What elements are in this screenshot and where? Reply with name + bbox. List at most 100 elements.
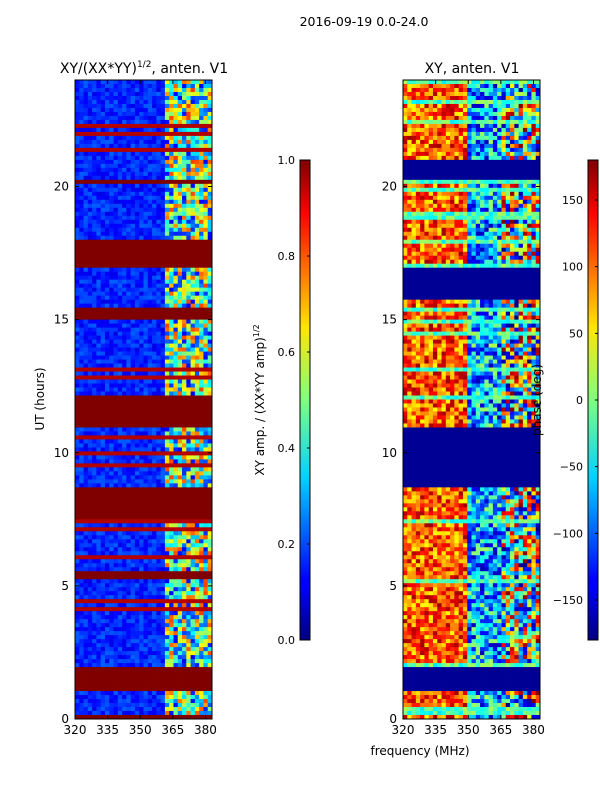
heatmap-cell	[152, 195, 157, 201]
heatmap-cell	[199, 115, 204, 121]
heatmap-cell	[126, 207, 132, 213]
heatmap-cell	[203, 475, 209, 480]
heatmap-cell	[182, 171, 187, 177]
heatmap-cell	[203, 375, 209, 380]
heatmap-cell	[169, 139, 174, 145]
heatmap-cell	[139, 403, 144, 408]
heatmap-cell	[194, 467, 200, 472]
heatmap-cell	[186, 411, 191, 416]
heatmap-cell	[156, 387, 162, 392]
heatmap-cell	[122, 175, 127, 181]
heatmap-cell	[190, 499, 196, 504]
heatmap-cell	[169, 167, 174, 173]
heatmap-cell	[152, 87, 157, 93]
heatmap-cell	[143, 255, 149, 261]
heatmap-cell	[100, 80, 106, 85]
heatmap-cell	[96, 80, 102, 85]
heatmap-cell	[147, 99, 153, 105]
heatmap-cell	[113, 87, 119, 93]
heatmap-cell	[203, 579, 209, 584]
heatmap-cell	[87, 275, 93, 281]
heatmap-cell	[164, 379, 170, 384]
heatmap-cell	[130, 339, 136, 344]
heatmap-cell	[75, 371, 80, 376]
heatmap-cell	[96, 539, 102, 544]
heatmap-cell	[104, 343, 110, 348]
heatmap-cell	[117, 663, 123, 668]
heatmap-cell	[109, 699, 114, 704]
heatmap-cell	[164, 483, 170, 488]
heatmap-cell	[126, 395, 132, 400]
heatmap-cell	[96, 467, 102, 472]
heatmap-cell	[126, 467, 132, 472]
heatmap-cell	[104, 287, 110, 293]
heatmap-cell	[194, 115, 200, 121]
heatmap-cell	[169, 379, 174, 384]
heatmap-cell	[104, 451, 110, 456]
heatmap-cell	[79, 183, 84, 189]
heatmap-cell	[109, 563, 114, 568]
heatmap-cell	[104, 691, 110, 696]
heatmap-cell	[139, 187, 144, 193]
heatmap-cell	[194, 239, 200, 245]
heatmap-cell	[134, 683, 140, 688]
heatmap-cell	[126, 351, 132, 356]
heatmap-cell	[160, 467, 166, 472]
heatmap-cell	[100, 223, 106, 229]
heatmap-cell	[87, 667, 93, 672]
heatmap-cell	[87, 411, 93, 416]
heatmap-cell	[79, 611, 84, 616]
heatmap-cell	[130, 151, 136, 157]
heatmap-cell	[143, 247, 149, 253]
heatmap-cell	[92, 119, 97, 125]
heatmap-cell	[117, 519, 123, 524]
heatmap-cell	[177, 471, 183, 476]
heatmap-cell	[100, 483, 106, 488]
heatmap-cell	[160, 247, 166, 253]
heatmap-cell	[173, 367, 179, 372]
heatmap-cell	[177, 559, 183, 564]
heatmap-cell	[96, 263, 102, 269]
heatmap-cell	[83, 655, 89, 660]
heatmap-cell	[164, 411, 170, 416]
heatmap-cell	[177, 283, 183, 289]
heatmap-cell	[92, 203, 97, 209]
heatmap-cell	[199, 387, 204, 392]
heatmap-cell	[199, 171, 204, 177]
heatmap-cell	[186, 311, 191, 317]
heatmap-cell	[186, 263, 191, 269]
heatmap-cell	[117, 371, 123, 376]
heatmap-cell	[186, 631, 191, 636]
heatmap-cell	[139, 375, 144, 380]
heatmap-cell	[143, 99, 149, 105]
heatmap-cell	[113, 311, 119, 317]
heatmap-cell	[207, 387, 213, 392]
heatmap-cell	[87, 403, 93, 408]
heatmap-cell	[139, 415, 144, 420]
heatmap-cell	[169, 187, 174, 193]
heatmap-cell	[79, 283, 84, 289]
heatmap-cell	[186, 259, 191, 265]
heatmap-cell	[126, 427, 132, 432]
heatmap-cell	[143, 219, 149, 225]
heatmap-cell	[182, 615, 187, 620]
heatmap-cell	[164, 211, 170, 217]
heatmap-cell	[152, 691, 157, 696]
heatmap-cell	[169, 435, 174, 440]
heatmap-cell	[75, 595, 80, 600]
heatmap-cell	[113, 631, 119, 636]
heatmap-cell	[182, 671, 187, 676]
heatmap-cell	[147, 267, 153, 273]
heatmap-cell	[203, 283, 209, 289]
heatmap-cell	[96, 311, 102, 317]
heatmap-cell	[92, 515, 97, 520]
heatmap-cell	[177, 515, 183, 520]
heatmap-cell	[194, 643, 200, 648]
heatmap-cell	[83, 131, 89, 137]
heatmap-cell	[152, 339, 157, 344]
heatmap-cell	[117, 255, 123, 261]
heatmap-cell	[134, 351, 140, 356]
heatmap-cell	[75, 131, 80, 137]
heatmap-cell	[147, 571, 153, 576]
heatmap-cell	[194, 219, 200, 225]
